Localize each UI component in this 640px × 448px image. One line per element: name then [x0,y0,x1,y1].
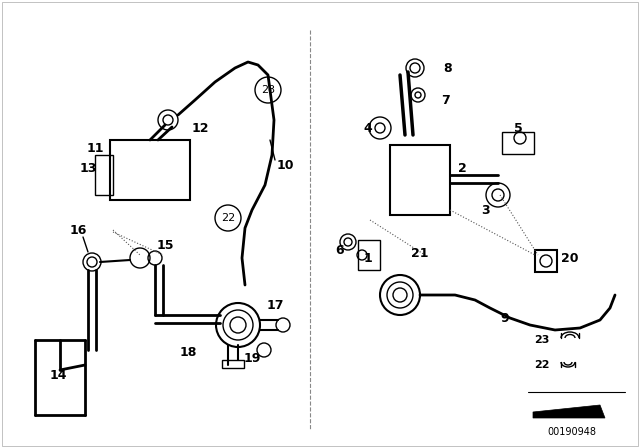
Bar [535,250,557,272]
Bar [222,360,244,368]
Text: 13: 13 [79,161,97,175]
Text: 11: 11 [86,142,104,155]
Text: 22: 22 [534,360,550,370]
Text: 3: 3 [481,203,490,216]
Text: 10: 10 [276,159,294,172]
Text: 21: 21 [412,246,429,259]
Text: 15: 15 [156,238,173,251]
Text: 19: 19 [243,352,260,365]
Text: 14: 14 [49,369,67,382]
Text: 17: 17 [266,298,284,311]
Text: 23: 23 [534,335,550,345]
Text: 4: 4 [364,121,372,134]
Text: 2: 2 [458,161,467,175]
Bar [390,145,450,215]
Text: 8: 8 [444,61,452,74]
Polygon shape [533,405,605,418]
Text: 1: 1 [364,251,372,264]
Text: 20: 20 [561,251,579,264]
Bar [358,240,380,270]
Text: 12: 12 [191,121,209,134]
Text: 22: 22 [221,213,235,223]
Bar [110,140,190,200]
Bar [502,132,534,154]
Text: 00190948: 00190948 [547,427,596,437]
Text: 18: 18 [179,345,196,358]
Text: 9: 9 [500,311,509,324]
Text: 6: 6 [336,244,344,257]
Text: 23: 23 [261,85,275,95]
Bar [95,155,113,195]
Text: 16: 16 [69,224,86,237]
Text: 7: 7 [440,94,449,107]
Text: 5: 5 [514,121,522,134]
